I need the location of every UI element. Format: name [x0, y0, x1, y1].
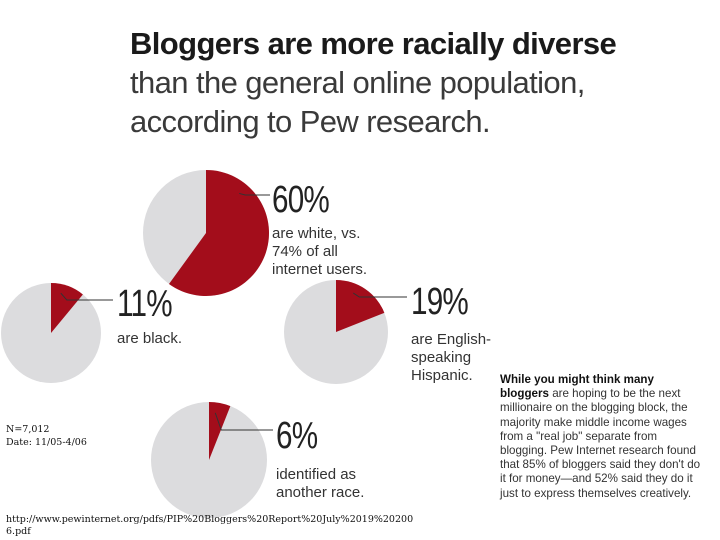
pie-2-percent: 11%: [117, 283, 173, 325]
pie-2-leader-line: [60, 292, 113, 301]
pie-1-leader-line: [239, 192, 270, 196]
callout-paragraph: While you might think many bloggers are …: [500, 373, 705, 501]
pie-4-desc-line-1: identified as: [276, 466, 357, 483]
pie-3-desc-line-3: Hispanic.: [411, 367, 473, 384]
callout-body: are hoping to be the next millionaire on…: [500, 387, 701, 500]
pie-4-description: identified as another race.: [276, 466, 364, 502]
headline-line-2: than the general online population,: [130, 65, 585, 100]
date-note: Date: 11/05-4/06: [6, 437, 87, 448]
pie-4-desc-line-2: another race.: [276, 484, 365, 501]
callout-bold-1: While you might think many: [500, 373, 654, 386]
pie-3-desc-line-1: are English-: [411, 331, 492, 348]
pie-2-slice: [51, 283, 83, 333]
headline-line-3: according to Pew research.: [130, 104, 491, 139]
source-url: http://www.pewinternet.org/pdfs/PIP%20Bl…: [6, 514, 413, 538]
sample-size-note: N=7,012: [6, 424, 50, 435]
pie-2-desc-line-1: are black.: [117, 330, 183, 347]
source-url-line-2: 6.pdf: [6, 526, 31, 537]
pie-1-desc-line-3: internet users.: [272, 261, 368, 278]
pie-1-percent: 60%: [272, 179, 330, 221]
pie-4-slice: [209, 402, 231, 460]
pie-4-leader-line: [214, 412, 273, 431]
pie-3-leader-line: [353, 292, 407, 298]
pie-1-desc-line-2: 74% of all: [272, 243, 338, 260]
pie-1-description: are white, vs. 74% of all internet users…: [272, 225, 367, 279]
headline-strong: Bloggers are more racially diverse: [130, 26, 617, 61]
pie-1-slice: [168, 170, 269, 296]
pie-3-slice: [336, 280, 385, 332]
callout-bold-2: bloggers: [500, 387, 549, 401]
pie-2-description: are black.: [117, 330, 182, 348]
pie-3-desc-line-2: speaking: [411, 349, 472, 366]
pie-4-percent: 6%: [276, 415, 318, 457]
pie-3-description: are English- speaking Hispanic.: [411, 331, 491, 385]
source-url-line-1: http://www.pewinternet.org/pdfs/PIP%20Bl…: [6, 514, 414, 525]
headline: Bloggers are more racially diverse than …: [130, 24, 690, 141]
pie-3-percent: 19%: [411, 281, 469, 323]
pie-1-desc-line-1: are white, vs.: [272, 225, 361, 242]
